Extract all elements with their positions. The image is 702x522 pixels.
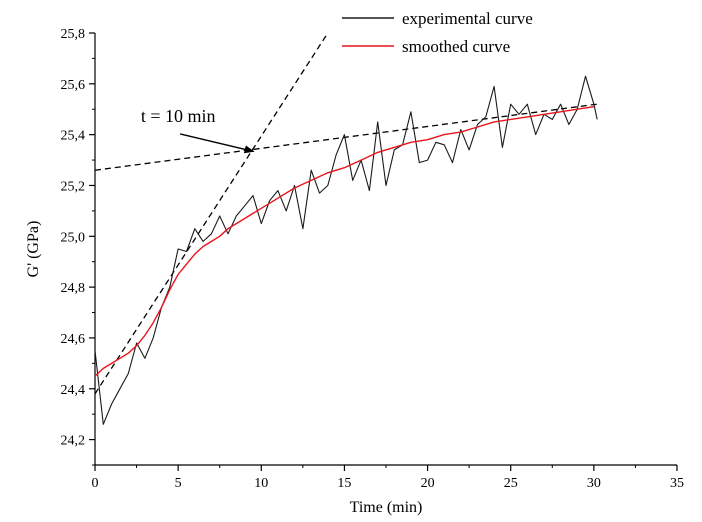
tangent-line — [94, 32, 329, 395]
ticks: 0 5 10 15 20 25 30 35 24,2 24,4 24,6 24,8 25,0 25,2 25… — [61, 27, 685, 491]
smoothed-curve-line — [94, 106, 595, 377]
x-tick-label: 0 — [92, 476, 99, 491]
tangent-line — [94, 103, 598, 171]
x-tick-label: 20 — [421, 476, 435, 491]
annotation: t = 10 min — [141, 106, 255, 154]
x-tick-label: 30 — [587, 476, 601, 491]
tangent-lines — [94, 32, 598, 395]
y-tick-label: 24,2 — [61, 434, 86, 449]
annotation-label: t = 10 min — [141, 106, 216, 126]
annotation-arrow — [179, 133, 255, 154]
legend-label: smoothed curve — [402, 37, 510, 56]
y-axis-title: G' (GPa) — [25, 221, 42, 278]
y-tick-label: 24,4 — [61, 383, 86, 398]
y-tick-label: 25,6 — [61, 78, 86, 93]
x-tick-label: 35 — [670, 476, 684, 491]
y-tick-label: 24,8 — [61, 281, 86, 296]
y-tick-label: 25,0 — [61, 230, 86, 245]
x-tick-label: 10 — [254, 476, 268, 491]
x-axis-title: Time (min) — [350, 499, 423, 516]
legend: experimental curve smoothed curve — [342, 9, 533, 56]
experimental-curve-line — [94, 75, 598, 425]
axes — [94, 33, 677, 466]
y-tick-label: 25,8 — [61, 27, 86, 42]
x-tick-label: 15 — [337, 476, 351, 491]
x-tick-label: 25 — [504, 476, 518, 491]
y-tick-label: 24,6 — [61, 332, 86, 347]
legend-label: experimental curve — [402, 9, 533, 28]
x-tick-label: 5 — [175, 476, 182, 491]
y-tick-label: 25,2 — [61, 179, 86, 194]
series-lines — [94, 75, 598, 425]
y-tick-label: 25,4 — [61, 129, 86, 144]
